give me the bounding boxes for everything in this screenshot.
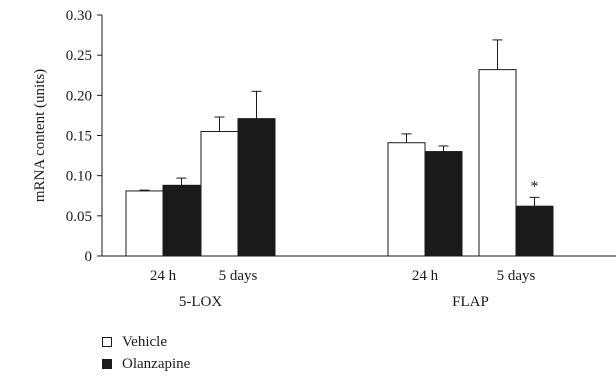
y-axis-label: mRNA content (units) [32,69,48,202]
significance-marker: * [531,178,539,195]
y-tick-label: 0 [85,249,93,265]
olanzapine-bar [162,184,201,257]
olanzapine-bar [424,151,463,257]
y-tick-label: 0.05 [66,209,92,225]
vehicle-bar [387,142,426,257]
x-category-label: 24 h [150,268,177,284]
y-tick-label: 0.25 [66,48,92,64]
y-tick-label: 0.20 [66,88,92,104]
x-category-label: 24 h [412,268,439,284]
olanzapine-bar [237,118,276,257]
x-category-label: 5 days [219,268,258,284]
x-group-label: FLAP [452,294,489,310]
y-tick-label: 0.10 [66,169,92,185]
legend-swatch-olanzapine [102,359,112,369]
legend: Vehicle Olanzapine [102,331,190,375]
legend-item-vehicle: Vehicle [102,331,190,353]
legend-label-vehicle: Vehicle [122,334,167,350]
x-group-label: 5-LOX [179,294,222,310]
y-tick-label: 0.30 [66,8,92,24]
legend-swatch-vehicle [102,337,112,347]
legend-item-olanzapine: Olanzapine [102,353,190,375]
y-tick-label: 0.15 [66,129,92,145]
vehicle-bar [200,130,239,257]
vehicle-bar [125,190,164,257]
legend-label-olanzapine: Olanzapine [122,356,191,372]
x-category-label: 5 days [497,268,536,284]
vehicle-bar [478,69,517,257]
olanzapine-bar [515,205,554,257]
